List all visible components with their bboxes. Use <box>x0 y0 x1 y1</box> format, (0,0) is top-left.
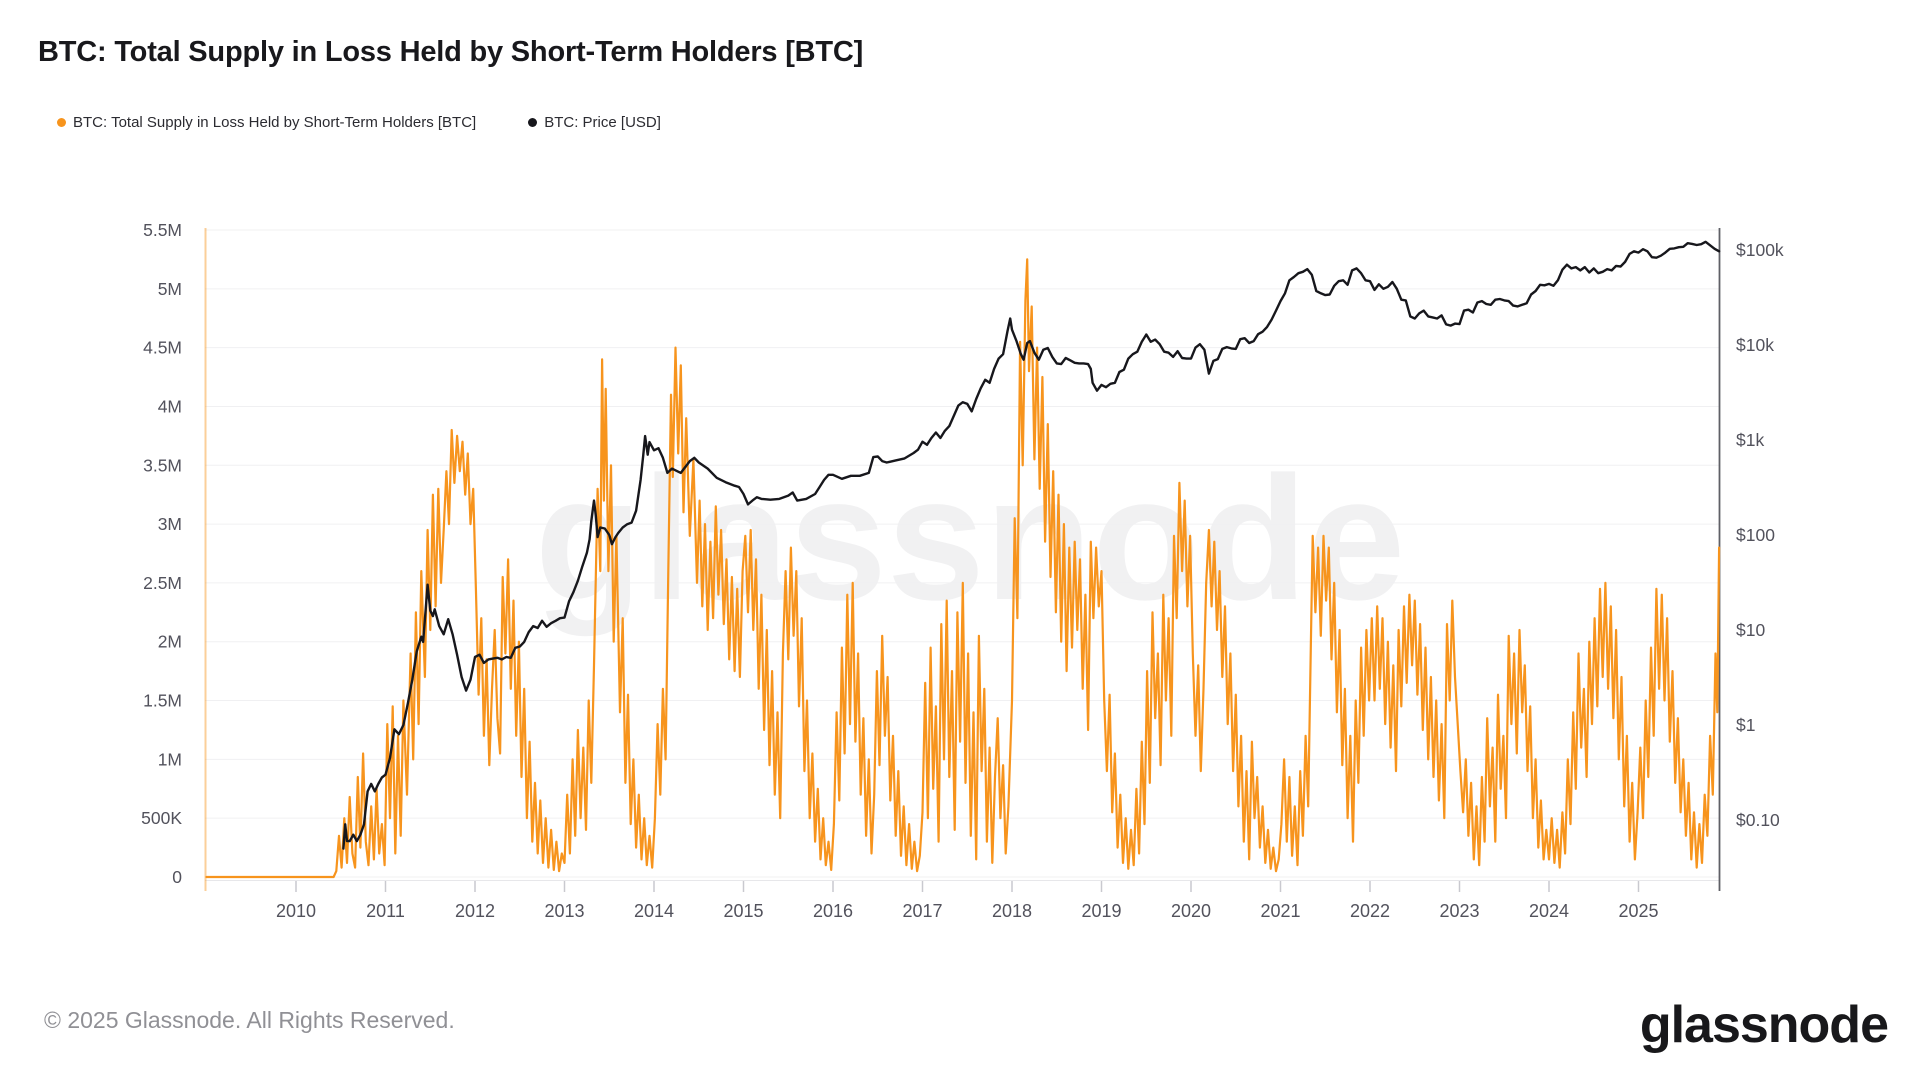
x-tick-label: 2016 <box>813 901 853 921</box>
price-series-line <box>342 240 1721 850</box>
y-right-tick-label: $1 <box>1736 715 1755 735</box>
legend-orange-dot-icon <box>57 118 66 127</box>
x-tick-label: 2019 <box>1081 901 1121 921</box>
supply-in-loss-series-line <box>205 258 1721 879</box>
x-tick-label: 2024 <box>1529 901 1569 921</box>
legend-black-dot-icon <box>528 118 538 127</box>
y-left-tick-label: 0 <box>172 867 182 887</box>
y-left-tick-label: 5M <box>158 279 182 299</box>
y-left-tick-label: 5.5M <box>143 220 182 240</box>
x-tick-label: 2012 <box>455 901 495 921</box>
x-tick-label: 2015 <box>723 901 763 921</box>
legend-label-supply-in-loss: BTC: Total Supply in Loss Held by Short-… <box>73 114 477 131</box>
y-right-tick-label: $100 <box>1736 525 1775 545</box>
y-left-tick-label: 4M <box>158 396 182 416</box>
y-left-tick-label: 3.5M <box>143 455 182 475</box>
y-right-tick-label: $100k <box>1736 240 1784 260</box>
page-title: BTC: Total Supply in Loss Held by Short-… <box>38 36 864 68</box>
y-left-tick-label: 1M <box>158 749 182 769</box>
x-tick-label: 2025 <box>1618 901 1658 921</box>
x-tick-label: 2018 <box>992 901 1032 921</box>
x-tick-label: 2010 <box>276 901 316 921</box>
y-left-tick-label: 2.5M <box>143 573 182 593</box>
y-right-tick-label: $1k <box>1736 430 1764 450</box>
x-tick-label: 2021 <box>1260 901 1300 921</box>
glassnode-logo: glassnode <box>1639 996 1889 1054</box>
y-left-tick-label: 2M <box>158 632 182 652</box>
y-left-tick-label: 4.5M <box>143 338 182 358</box>
x-tick-label: 2017 <box>902 901 942 921</box>
copyright-text: © 2025 Glassnode. All Rights Reserved. <box>44 1007 455 1033</box>
x-tick-label: 2011 <box>366 901 405 921</box>
x-tick-label: 2020 <box>1171 901 1211 921</box>
y-right-tick-label: $10k <box>1736 335 1774 355</box>
legend-item-price[interactable]: BTC: Price [USD] <box>528 114 661 131</box>
y-right-tick-label: $10 <box>1736 620 1765 640</box>
x-tick-label: 2013 <box>544 901 584 921</box>
x-tick-label: 2022 <box>1350 901 1390 921</box>
x-tick-label: 2014 <box>634 901 674 921</box>
legend: BTC: Total Supply in Loss Held by Short-… <box>57 114 661 131</box>
x-tick-label: 2023 <box>1439 901 1479 921</box>
y-left-tick-label: 3M <box>158 514 182 534</box>
y-left-tick-label: 1.5M <box>143 691 182 711</box>
legend-label-price: BTC: Price [USD] <box>544 114 661 131</box>
y-right-tick-label: $0.10 <box>1736 810 1780 830</box>
legend-item-supply-in-loss[interactable]: BTC: Total Supply in Loss Held by Short-… <box>57 114 476 131</box>
y-left-tick-label: 500K <box>141 808 182 828</box>
